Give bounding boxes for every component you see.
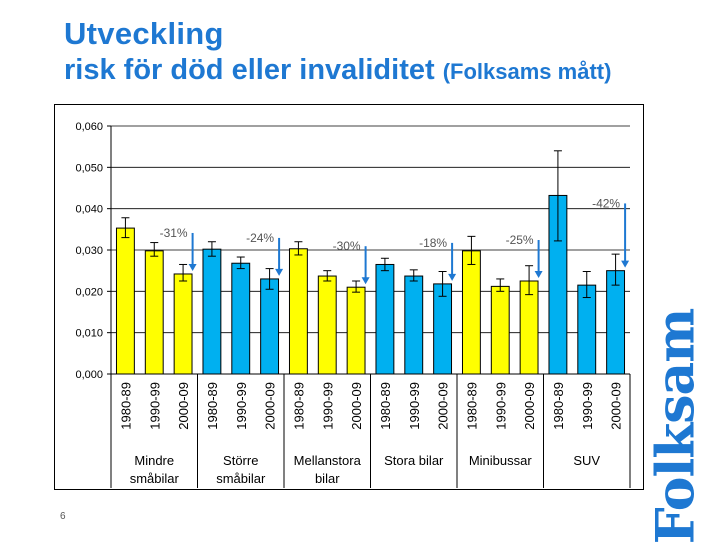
bar <box>490 285 510 375</box>
group-label: SUV <box>573 453 600 468</box>
change-arrow-head <box>188 263 197 271</box>
x-tick-label: 1990-99 <box>147 382 162 430</box>
x-tick-label: 1990-99 <box>407 382 422 430</box>
x-tick-label: 2000-09 <box>349 382 364 430</box>
y-tick-label: 0,050 <box>75 162 103 174</box>
bar <box>202 248 222 375</box>
x-tick-label: 1980-89 <box>464 382 479 430</box>
bar <box>115 227 135 375</box>
bar-chart: 0,000 0,010 0,020 0,030 0,040 0,050 0,060 1980-… <box>75 121 631 488</box>
bar <box>231 262 251 375</box>
bar <box>375 263 395 375</box>
group-label: bilar <box>315 471 340 486</box>
x-tick-label: 2000-09 <box>436 382 451 430</box>
y-tick-label: 0,020 <box>75 286 103 298</box>
bar <box>260 278 280 375</box>
change-label: -24% <box>246 231 274 245</box>
change-label: -18% <box>419 236 447 250</box>
x-tick-label: 1980-89 <box>378 382 393 430</box>
x-tick-label: 2000-09 <box>522 382 537 430</box>
group-label: småbilar <box>130 471 180 486</box>
x-tick-label: 2000-09 <box>176 382 191 430</box>
x-tick-label: 1980-89 <box>205 382 220 430</box>
bar <box>288 248 308 375</box>
bar <box>144 250 164 375</box>
subtitle-main: risk för död eller invaliditet <box>64 54 435 86</box>
x-tick-label: 1980-89 <box>291 382 306 430</box>
slide-subtitle: risk för död eller invaliditet (Folksams… <box>64 54 611 87</box>
x-tick-label: 2000-09 <box>263 382 278 430</box>
slide-number: 6 <box>60 511 66 522</box>
bar <box>577 284 597 375</box>
group-label: Mellanstora <box>294 453 362 468</box>
subtitle-suffix: (Folksams mått) <box>442 59 612 84</box>
change-label: -25% <box>506 233 534 247</box>
x-tick-label: 1980-89 <box>118 382 133 430</box>
change-label: -42% <box>592 196 620 210</box>
x-tick-label: 1990-99 <box>493 382 508 430</box>
group-label: Stora bilar <box>384 453 444 468</box>
bar <box>346 286 366 375</box>
y-tick-label: 0,010 <box>75 328 103 340</box>
y-tick-label: 0,060 <box>75 121 103 133</box>
y-tick-label: 0,030 <box>75 245 103 257</box>
folksam-logo: Folksam <box>646 308 707 544</box>
change-arrow-head <box>275 268 284 276</box>
bar <box>317 275 337 375</box>
y-tick-label: 0,000 <box>75 369 103 381</box>
group-label: Minibussar <box>469 453 533 468</box>
change-arrow-head <box>448 273 457 281</box>
bar <box>173 273 193 375</box>
x-tick-label: 1990-99 <box>320 382 335 430</box>
group-label: småbilar <box>216 471 266 486</box>
slide-title: Utveckling <box>64 16 224 51</box>
change-arrow-head <box>534 271 543 278</box>
change-arrow-head <box>361 277 370 285</box>
change-label: -30% <box>333 239 361 253</box>
logo-text: Folksam <box>645 308 707 544</box>
x-tick-label: 2000-09 <box>609 382 624 430</box>
bar <box>404 275 424 375</box>
change-label: -31% <box>160 226 188 240</box>
bar <box>606 270 626 375</box>
change-arrow-head <box>621 260 630 268</box>
x-tick-label: 1980-89 <box>551 382 566 430</box>
y-tick-label: 0,040 <box>75 204 103 216</box>
x-tick-label: 1990-99 <box>234 382 249 430</box>
bar <box>433 283 453 375</box>
group-label: Större <box>223 453 258 468</box>
bar <box>461 250 481 375</box>
group-label: Mindre <box>134 453 174 468</box>
x-tick-label: 1990-99 <box>580 382 595 430</box>
